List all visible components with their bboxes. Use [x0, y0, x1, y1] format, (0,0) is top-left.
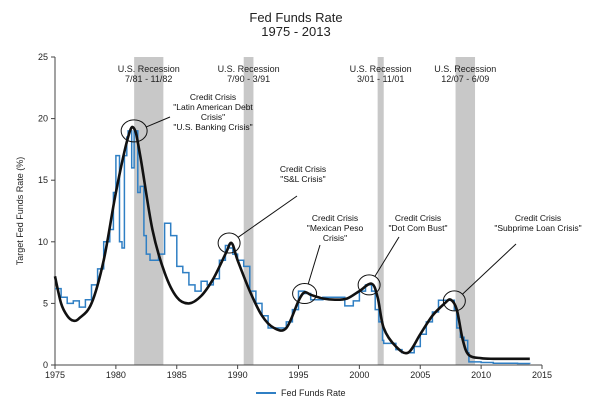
annotation-circle — [217, 232, 241, 254]
x-tick-label: 1980 — [106, 370, 126, 380]
annotation-text: Credit Crisis — [190, 92, 236, 102]
annotation-text: Credit Crisis — [515, 213, 561, 223]
annotation-text: "Mexican Peso — [307, 223, 364, 233]
chart-title-line: 1975 - 2013 — [261, 24, 330, 39]
y-tick-label: 0 — [43, 360, 48, 370]
x-tick-label: 2010 — [471, 370, 491, 380]
y-tick-label: 5 — [43, 298, 48, 308]
annotation-circle — [292, 283, 318, 305]
x-tick-label: 1985 — [167, 370, 187, 380]
x-tick-label: 2015 — [532, 370, 552, 380]
legend: Fed Funds Rate — [256, 388, 346, 398]
annotation-text: Credit Crisis — [280, 164, 326, 174]
chart-title-line: Fed Funds Rate — [249, 10, 342, 25]
x-tick-label: 1975 — [45, 370, 65, 380]
annotation-circle — [442, 290, 466, 312]
recession-label: U.S. Recession — [434, 64, 496, 74]
y-tick-label: 20 — [38, 114, 48, 124]
recession-band — [243, 57, 254, 365]
axes: 0 5 10 15 20 25 1975 1980 1985 1990 1995 2000 2005 20… — [15, 52, 552, 380]
y-tick-label: 15 — [38, 175, 48, 185]
annotation-text: "U.S. Banking Crisis" — [173, 122, 252, 132]
annotation-text: "S&L Crisis" — [280, 174, 325, 184]
recession-label: U.S. Recession — [350, 64, 412, 74]
annotation-circle — [357, 274, 381, 296]
annotations: Credit Crisis"Latin American DebtCrisis"… — [120, 92, 582, 312]
x-tick-label: 1990 — [228, 370, 248, 380]
legend-label: Fed Funds Rate — [281, 388, 346, 398]
recession-band — [455, 57, 476, 365]
recession-label: U.S. Recession — [118, 64, 180, 74]
annotation-text: Credit Crisis — [395, 213, 441, 223]
x-tick-label: 2000 — [349, 370, 369, 380]
series — [53, 125, 531, 365]
annotation-leader-line — [462, 243, 517, 295]
recession-band — [377, 57, 384, 365]
y-axis-label: Target Fed Funds Rate (%) — [15, 157, 25, 266]
recession-label: U.S. Recession — [218, 64, 280, 74]
annotation-leader-line — [307, 244, 321, 285]
annotation-leader-line — [374, 236, 400, 277]
annotation-text: Credit Crisis — [312, 213, 358, 223]
recession-label: 3/01 - 11/01 — [357, 74, 404, 84]
recession-label: 7/81 - 11/82 — [125, 74, 172, 84]
annotation-circle — [120, 119, 148, 143]
y-tick-label: 10 — [38, 237, 48, 247]
annotation-text: "Dot Com Bust" — [389, 223, 448, 233]
trend-line — [53, 125, 530, 361]
annotation-text: Crisis" — [201, 112, 225, 122]
annotation-leader-line — [237, 195, 298, 238]
x-tick-label: 2005 — [410, 370, 430, 380]
annotation-text: "Subprime Loan Crisis" — [494, 223, 581, 233]
x-tick-label: 1995 — [288, 370, 308, 380]
recession-label: 7/90 - 3/91 — [227, 74, 270, 84]
recession-label: 12/07 - 6/09 — [441, 74, 489, 84]
annotation-text: "Latin American Debt — [173, 102, 253, 112]
y-tick-label: 25 — [38, 52, 48, 62]
annotation-text: Crisis" — [323, 233, 347, 243]
annotation-leader-line — [146, 116, 171, 128]
